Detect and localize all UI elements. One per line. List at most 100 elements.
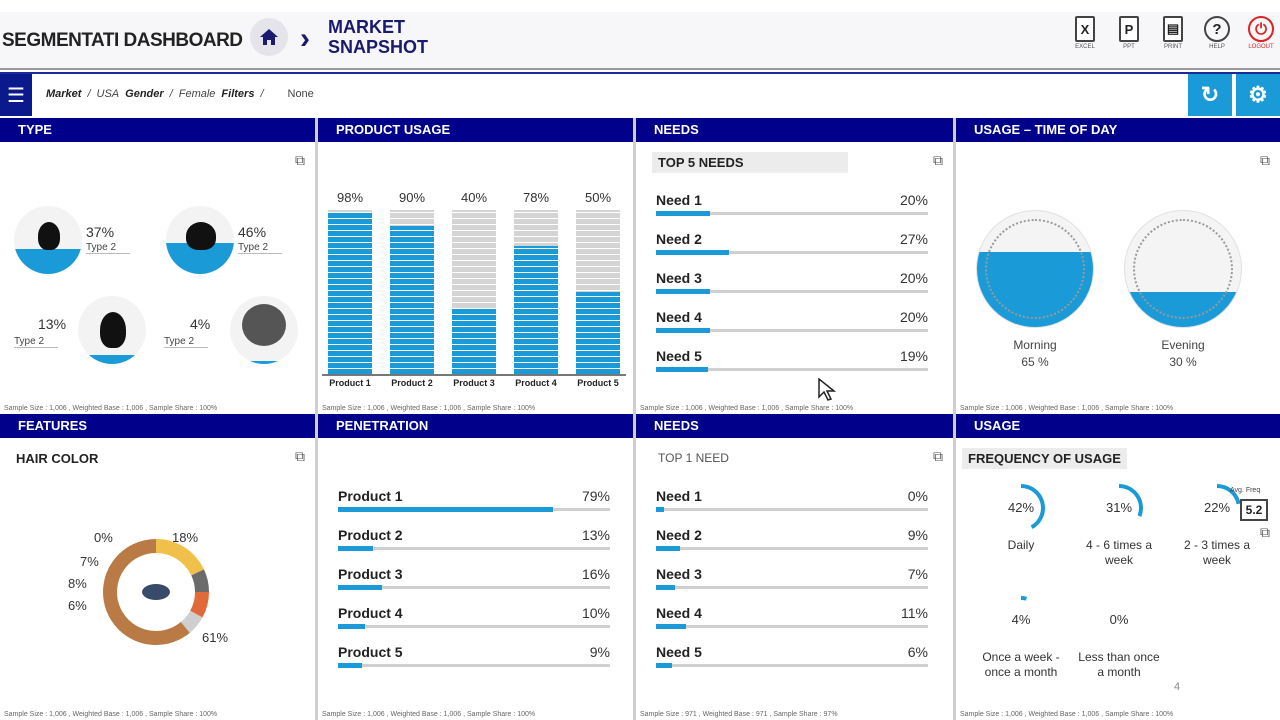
row-value: 79% <box>581 488 610 504</box>
bar-value-label: 50% <box>584 190 612 205</box>
type-item <box>78 296 146 364</box>
tool-label: LOGOUT <box>1248 44 1274 50</box>
panel-title: TYPE <box>0 118 315 142</box>
menu-button[interactable]: ☰ <box>0 74 32 116</box>
row-bar-track <box>656 211 928 216</box>
frequency-arc <box>1020 484 1045 530</box>
panel-usage-time: USAGE – TIME OF DAY ⧉ Morning 65 % Eveni… <box>956 118 1280 414</box>
donut-slice <box>191 569 209 593</box>
tool-label: PRINT <box>1164 44 1182 50</box>
row-value: 20% <box>899 192 928 208</box>
row-bar-track <box>656 507 928 512</box>
row-label: Need 2 <box>656 231 702 247</box>
donut-label: 61% <box>202 630 229 645</box>
frequency-label: Daily <box>1007 538 1035 552</box>
panel-title: PRODUCT USAGE <box>318 118 633 142</box>
type-pct: 46% <box>238 224 267 240</box>
row-bar-track <box>338 624 610 629</box>
panel-needs-top5: NEEDS TOP 5 NEEDS ⧉ Need 1 20% Need 2 27% Ne… <box>636 118 956 414</box>
filter-filters-value: None <box>287 88 314 100</box>
hamburger-icon: ☰ <box>7 84 25 107</box>
export-excel-button[interactable]: X EXCEL <box>1066 16 1104 50</box>
usage-bar <box>452 210 496 374</box>
row-label: Need 5 <box>656 644 702 660</box>
app-title: SEGMENTATI DASHBOARD <box>2 30 243 51</box>
page-title: MARKET SNAPSHOT <box>328 17 429 57</box>
panel-usage-frequency: USAGE FREQUENCY OF USAGE ⧉ 42% Daily 31% 4 … <box>956 414 1280 720</box>
panel-product-usage: PRODUCT USAGE 98% Product 1 90% Product 2 40… <box>318 118 636 414</box>
settings-button[interactable]: ⚙ <box>1236 74 1280 116</box>
mouse-cursor-icon <box>818 378 836 401</box>
row-label: Product 2 <box>338 527 403 543</box>
frequency-arc <box>1216 484 1241 505</box>
row-value: 16% <box>581 566 610 582</box>
type-label: Type 2 <box>164 336 209 348</box>
row-label: Need 3 <box>656 566 702 582</box>
usage-bar-fill <box>390 226 434 374</box>
sample-info: Sample Size : 1,006 , Weighted Base : 1,… <box>640 405 854 412</box>
row-bar-track <box>656 367 928 372</box>
tool-label: EXCEL <box>1075 44 1095 50</box>
logout-button[interactable]: ⏻ LOGOUT <box>1242 16 1280 50</box>
bar-value-label: 90% <box>398 190 426 205</box>
usage-bar-fill <box>328 213 372 374</box>
row-value: 27% <box>899 231 928 247</box>
refresh-button[interactable]: ↻ <box>1188 74 1232 116</box>
donut-label: 7% <box>80 554 99 569</box>
external-link-icon[interactable]: ⧉ <box>295 152 305 168</box>
help-button[interactable]: ? HELP <box>1198 16 1236 50</box>
print-button[interactable]: ▤ PRINT <box>1154 16 1192 50</box>
frequency-pct: 4% <box>1011 612 1031 627</box>
panel-title: USAGE <box>956 414 1280 438</box>
filter-bar: ☰ Market / USA Gender / Female Filters / No… <box>0 72 1280 116</box>
sample-info: Sample Size : 1,006 , Weighted Base : 1,… <box>960 711 1174 718</box>
type-label: Type 2 <box>14 336 59 348</box>
panel-title: NEEDS <box>636 414 953 438</box>
export-ppt-button[interactable]: P PPT <box>1110 16 1148 50</box>
row-bar-track <box>656 585 928 590</box>
row-label: Need 2 <box>656 527 702 543</box>
help-icon: ? <box>1204 16 1230 42</box>
panel-features: FEATURES HAIR COLOR ⧉ 0% 18% 7% 8% 6% 61… <box>0 414 318 720</box>
sample-info: Sample Size : 1,006 , Weighted Base : 1,… <box>4 711 218 718</box>
usage-bar <box>390 210 434 374</box>
home-button[interactable] <box>250 18 288 56</box>
external-link-icon[interactable]: ⧉ <box>295 448 305 464</box>
row-bar-track <box>656 546 928 551</box>
frequency-pct: 31% <box>1105 500 1133 515</box>
gauge-value: 30 % <box>1169 355 1197 369</box>
filter-gender-label: Gender <box>125 88 164 100</box>
bar-category-label: Product 3 <box>453 378 495 388</box>
row-value: 20% <box>899 270 928 286</box>
frequency-pct: 22% <box>1203 500 1231 515</box>
usage-bar-fill <box>452 308 496 374</box>
donut-slice <box>155 539 204 576</box>
hair-icon <box>142 584 170 600</box>
donut-slice <box>103 539 190 645</box>
external-link-icon[interactable]: ⧉ <box>1260 524 1270 540</box>
external-link-icon[interactable]: ⧉ <box>933 152 943 168</box>
donut-label: 0% <box>94 530 113 545</box>
gear-icon: ⚙ <box>1248 82 1268 107</box>
row-value: 20% <box>899 309 928 325</box>
gauge-value: 65 % <box>1021 355 1049 369</box>
row-label: Need 4 <box>656 605 702 621</box>
row-bar-track <box>338 546 610 551</box>
refresh-icon: ↻ <box>1200 82 1220 107</box>
external-link-icon[interactable]: ⧉ <box>933 448 943 464</box>
panel-subtitle: TOP 1 NEED <box>658 451 729 465</box>
row-bar-fill <box>656 663 673 668</box>
row-bar-fill <box>338 507 553 512</box>
external-link-icon[interactable]: ⧉ <box>1260 152 1270 168</box>
home-icon <box>260 29 278 45</box>
female-avatar-icon <box>230 296 298 364</box>
female-avatar-icon <box>78 296 146 364</box>
top-header: SEGMENTATI DASHBOARD › MARKET SNAPSHOT X… <box>0 12 1280 70</box>
female-avatar-icon <box>166 206 234 274</box>
frequency-arc <box>1020 596 1027 601</box>
type-pct: 37% <box>86 224 115 240</box>
bar-category-label: Product 4 <box>515 378 557 388</box>
row-bar-fill <box>656 546 681 551</box>
row-bar-fill <box>338 624 366 629</box>
filter-summary[interactable]: Market / USA Gender / Female Filters / None <box>46 88 314 100</box>
